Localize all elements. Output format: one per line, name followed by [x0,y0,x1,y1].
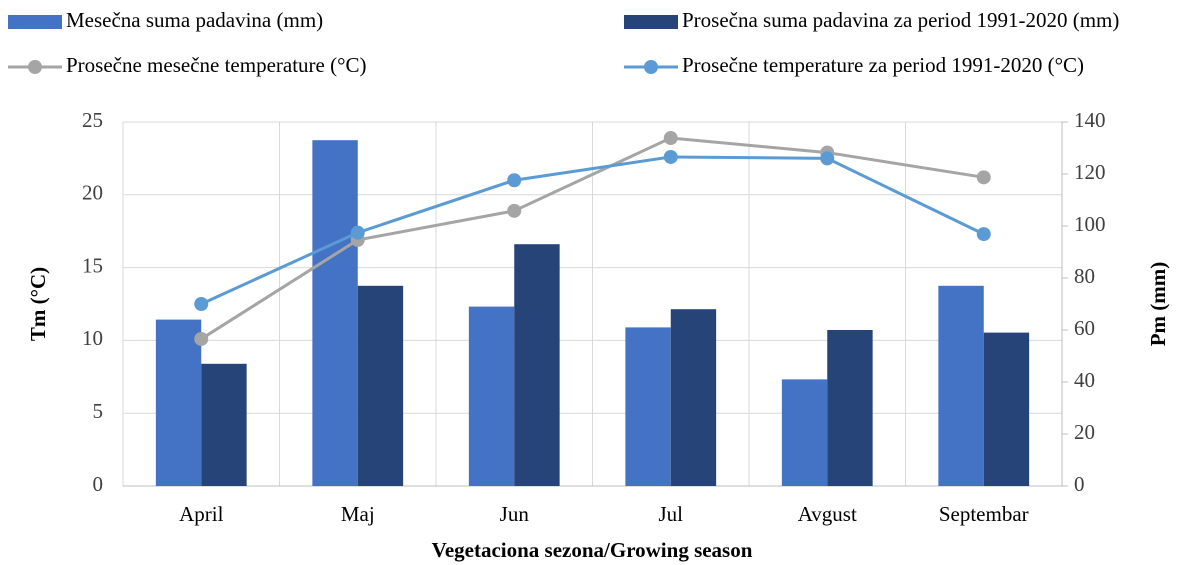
x-axis-title: Vegetaciona sezona/Growing season [432,538,753,562]
y-tick-label: 5 [93,399,104,423]
bar [468,306,515,486]
legend-label: Prosečna suma padavina za period 1991-20… [682,8,1119,32]
legend-swatch [624,15,678,29]
bar [983,332,1030,486]
legend-label: Mesečna suma padavina (mm) [66,8,323,32]
bar [155,319,202,486]
y-tick-label: 20 [82,181,103,205]
y2-tick-label: 0 [1074,472,1085,496]
x-tick-label: April [179,502,223,526]
line-marker [976,170,991,185]
legend-swatch [8,15,62,29]
bar [514,244,560,486]
line-marker [507,173,522,188]
legend-swatch-marker [644,60,658,74]
line-marker [350,225,365,240]
x-tick-label: Jul [658,502,683,526]
line-marker [507,203,522,218]
y2-tick-label: 120 [1074,160,1106,184]
x-tick-label: Avgust [798,502,857,526]
line-marker [663,131,678,146]
line [200,155,985,306]
line-marker [820,151,835,166]
bar [938,285,984,486]
x-tick-label: Septembar [939,502,1029,526]
y-tick-label: 15 [82,253,103,277]
legend-label: Prosečne temperature za period 1991-2020… [682,53,1084,77]
y2-tick-label: 20 [1074,420,1095,444]
legend-label: Prosečne mesečne temperature (°C) [66,53,367,77]
bar [625,327,671,486]
line [200,136,984,341]
y2-axis-title: Pm (mm) [1146,262,1170,347]
bar [357,285,404,486]
line-marker [194,331,209,346]
x-tick-label: Jun [500,502,530,526]
y-axis-title: Tm (°C) [26,267,50,341]
bar [670,309,717,486]
y-tick-label: 0 [93,472,104,496]
bar [201,363,247,486]
y-tick-label: 10 [82,326,103,350]
y2-tick-label: 140 [1074,108,1106,132]
legend-swatch-marker [28,60,42,74]
bar [312,140,358,486]
line-marker [976,227,991,242]
line-marker [194,297,209,311]
y-tick-label: 25 [82,108,103,132]
x-tick-label: Maj [341,502,375,526]
bar [781,379,828,486]
y2-tick-label: 80 [1074,264,1095,288]
y2-tick-label: 40 [1074,368,1095,392]
y2-tick-label: 100 [1074,212,1106,236]
line-marker [663,149,678,164]
y2-tick-label: 60 [1074,316,1095,340]
bar [827,330,873,486]
